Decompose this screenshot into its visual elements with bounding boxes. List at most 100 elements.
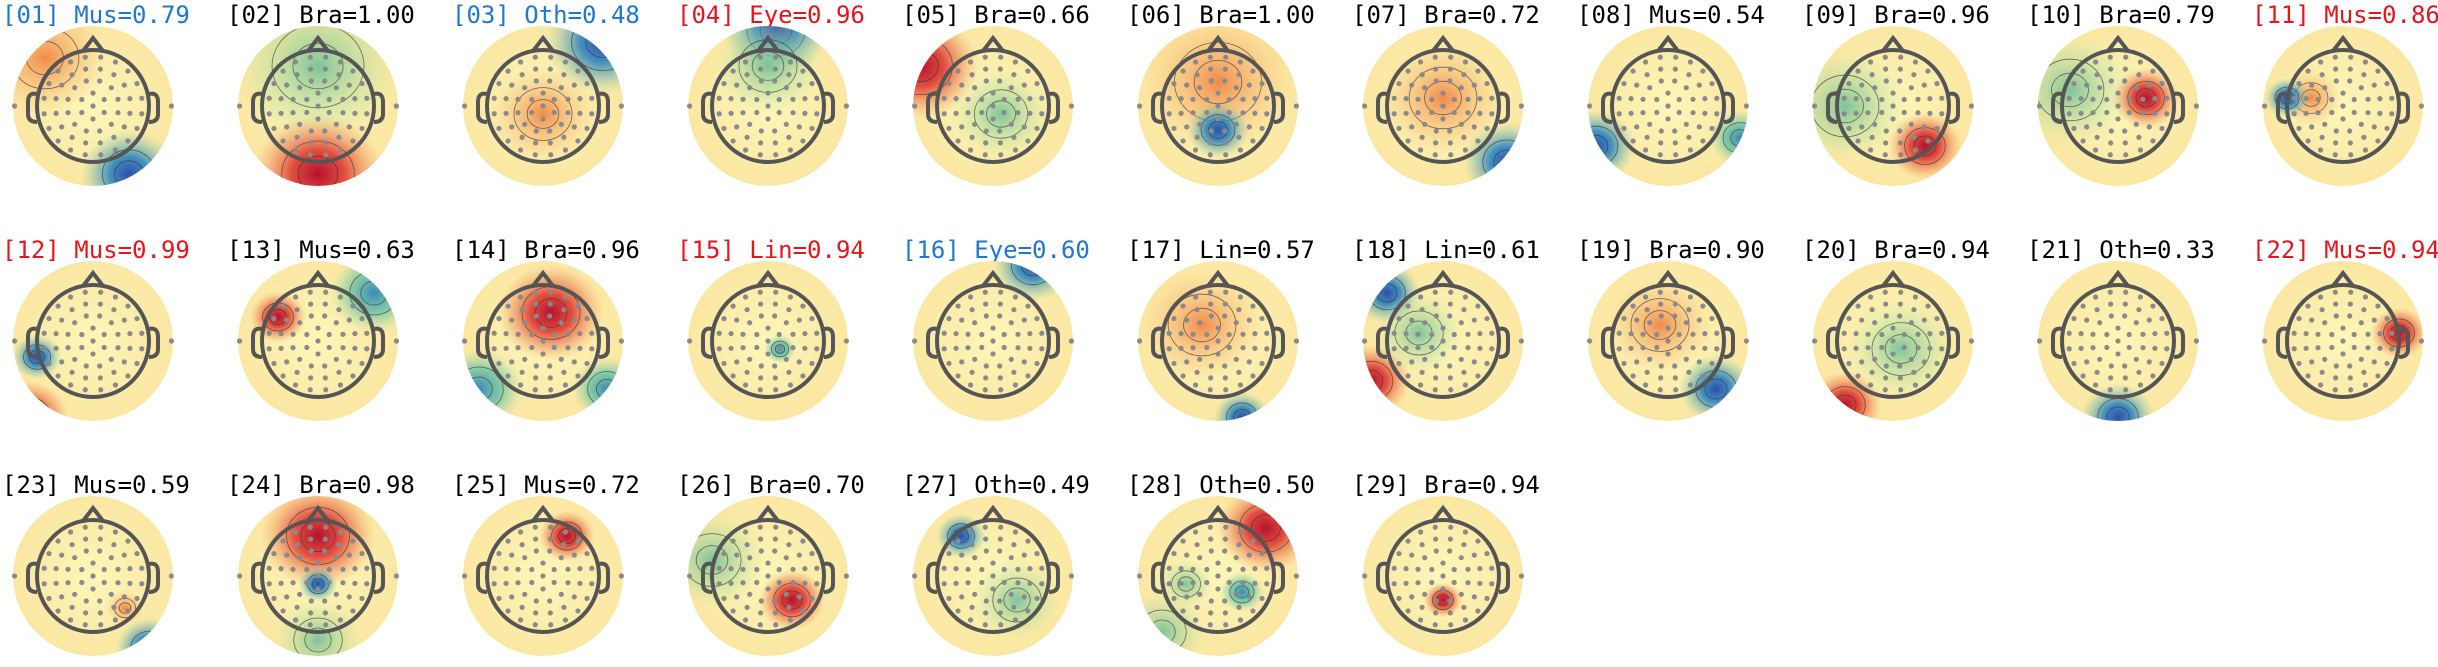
- electrode: [953, 566, 959, 572]
- electrode: [1184, 552, 1190, 558]
- electrode: [67, 59, 74, 65]
- electrode: [1465, 566, 1471, 572]
- electrode: [1252, 580, 1258, 586]
- electrode: [2137, 382, 2144, 388]
- electrode: [1223, 524, 1229, 530]
- electrode: [352, 96, 358, 102]
- electrode: [53, 580, 59, 586]
- electrode: [1440, 586, 1446, 592]
- electrode: [618, 338, 625, 344]
- electrode: [1166, 346, 1172, 352]
- contour: [1200, 114, 1236, 146]
- electrode: [2164, 95, 2170, 101]
- electrode: [1462, 147, 1469, 153]
- electrode: [1204, 109, 1210, 116]
- electrode: [168, 338, 174, 344]
- ear: [598, 91, 610, 124]
- electrode: [1194, 72, 1200, 78]
- contour: [2106, 406, 2130, 421]
- electrode: [1665, 325, 1671, 331]
- electrode: [2126, 109, 2132, 116]
- ear: [598, 561, 610, 594]
- electrode: [1658, 363, 1664, 369]
- electrode: [1939, 346, 1945, 352]
- electrode: [2347, 301, 2353, 307]
- electrode: [108, 555, 114, 561]
- electrode: [2262, 103, 2268, 109]
- component-title: [11] Mus=0.86: [2252, 1, 2438, 29]
- map-blob: [1140, 269, 1264, 381]
- electrode: [2384, 80, 2390, 87]
- electrode: [1417, 147, 1424, 153]
- electrode: [323, 152, 329, 158]
- electrode: [1419, 72, 1425, 78]
- electrode: [757, 524, 763, 530]
- electrode: [2340, 90, 2346, 96]
- electrode: [2291, 95, 2297, 101]
- electrode: [1419, 134, 1425, 140]
- topomap: [237, 26, 399, 186]
- electrode: [758, 313, 764, 319]
- electrode: [134, 80, 140, 87]
- electrode: [2084, 317, 2090, 323]
- electrode: [551, 96, 557, 103]
- map-blob: [1138, 26, 1298, 154]
- electrode: [1215, 90, 1221, 96]
- electrode: [1865, 331, 1871, 337]
- electrode: [2094, 72, 2100, 78]
- electrode: [1518, 103, 1524, 109]
- electrode: [1001, 566, 1007, 573]
- electrode: [1475, 68, 1481, 74]
- electrode: [112, 294, 119, 300]
- component-title: [01] Mus=0.79: [2, 1, 190, 29]
- electrode: [1440, 325, 1446, 331]
- electrode: [754, 344, 760, 351]
- electrode: [519, 369, 525, 375]
- electrode: [571, 552, 577, 558]
- electrode: [1190, 96, 1196, 102]
- electrode: [266, 565, 272, 571]
- electrode: [1236, 542, 1242, 548]
- electrode: [2108, 128, 2114, 134]
- electrode: [1027, 331, 1033, 337]
- electrode: [1166, 565, 1172, 571]
- electrode: [1184, 317, 1190, 323]
- electrode: [1012, 294, 1019, 300]
- topomap: [12, 496, 174, 656]
- ear: [1498, 561, 1510, 594]
- electrode: [1180, 538, 1186, 544]
- electrode: [1897, 363, 1903, 369]
- electrode: [1447, 610, 1453, 616]
- electrode: [800, 608, 806, 614]
- electrode: [1194, 604, 1200, 610]
- electrode: [1642, 382, 1649, 388]
- electrode: [284, 594, 290, 600]
- electrode: [687, 573, 693, 579]
- electrode: [308, 301, 314, 307]
- electrode: [1237, 59, 1244, 65]
- electrode: [912, 338, 918, 344]
- contour: [293, 617, 343, 656]
- electrode: [1008, 85, 1014, 91]
- electrode: [46, 595, 52, 602]
- electrode: [730, 68, 736, 74]
- electrode: [790, 96, 796, 102]
- electrode: [1458, 555, 1464, 561]
- electrode: [2389, 330, 2395, 336]
- electrode: [1912, 147, 1919, 153]
- electrode: [1192, 147, 1199, 153]
- electrode: [2136, 307, 2142, 313]
- electrode: [1027, 96, 1033, 102]
- electrode: [336, 134, 342, 140]
- electrode: [284, 552, 290, 558]
- electrode: [967, 147, 974, 153]
- electrode: [1252, 110, 1258, 116]
- electrode: [69, 369, 75, 375]
- electrode: [800, 303, 806, 309]
- electrode: [1846, 125, 1852, 132]
- electrode: [101, 566, 107, 573]
- electrode: [786, 369, 792, 375]
- electrode: [747, 591, 753, 597]
- ear: [1376, 561, 1388, 594]
- electrode: [1001, 96, 1007, 103]
